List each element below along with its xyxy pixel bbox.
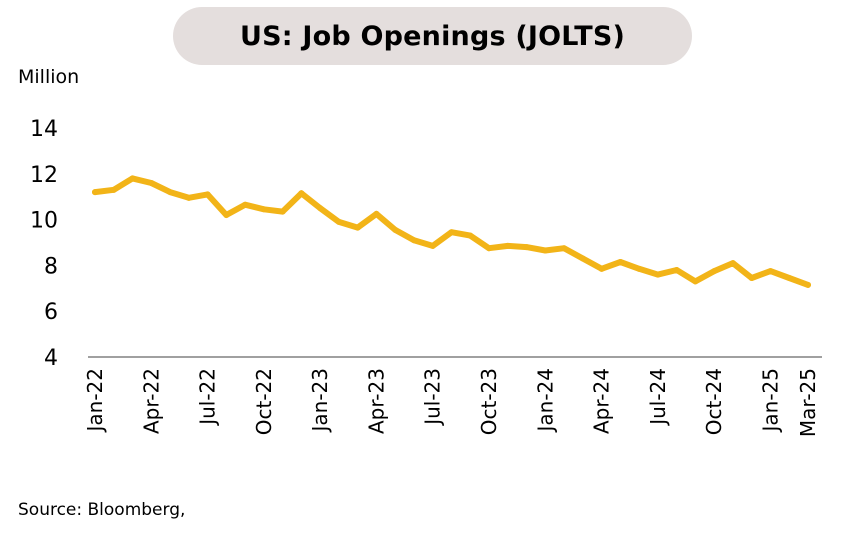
- data-point: [129, 175, 136, 182]
- x-tick-label: Jul-22: [196, 368, 220, 427]
- x-tick-label: Apr-22: [139, 368, 163, 434]
- x-tick-label: Jan-24: [533, 368, 557, 434]
- y-tick-label: 14: [30, 117, 58, 142]
- data-point: [598, 265, 605, 272]
- data-point: [767, 268, 774, 275]
- data-point: [373, 210, 380, 217]
- x-tick-label: Jan-23: [308, 368, 332, 434]
- data-point: [204, 191, 211, 198]
- y-tick-label: 12: [30, 163, 58, 188]
- data-point: [617, 258, 624, 265]
- data-point: [692, 278, 699, 285]
- data-point: [448, 229, 455, 236]
- data-point: [335, 218, 342, 225]
- x-tick-label: Jul-24: [646, 368, 670, 427]
- source-note: Source: Bloomberg,: [18, 500, 186, 520]
- x-tick-label: Apr-23: [364, 368, 388, 434]
- data-point: [242, 201, 249, 208]
- data-point: [654, 271, 661, 278]
- data-point: [786, 274, 793, 281]
- y-tick-label: 8: [44, 254, 58, 279]
- data-point: [279, 208, 286, 215]
- data-point: [523, 244, 530, 251]
- x-tick-label: Apr-24: [590, 368, 614, 434]
- data-point: [748, 274, 755, 281]
- data-point: [148, 179, 155, 186]
- x-tick-label: Oct-22: [252, 368, 276, 435]
- data-point: [410, 237, 417, 244]
- data-point: [542, 247, 549, 254]
- data-point: [805, 281, 811, 288]
- data-point: [110, 186, 117, 193]
- data-point: [673, 266, 680, 273]
- data-point: [561, 245, 568, 252]
- chart-title-pill: US: Job Openings (JOLTS): [173, 7, 692, 65]
- y-tick-label: 10: [30, 209, 58, 234]
- x-tick-label: Jul-23: [421, 368, 445, 427]
- x-tick-label: Jan-25: [758, 368, 782, 434]
- data-point: [467, 232, 474, 239]
- data-point: [486, 245, 493, 252]
- x-tick-label: Jan-22: [83, 368, 107, 434]
- data-point: [636, 265, 643, 272]
- data-point: [260, 206, 267, 213]
- data-point: [429, 242, 436, 249]
- data-point: [504, 242, 511, 249]
- data-point: [392, 226, 399, 233]
- chart-title: US: Job Openings (JOLTS): [239, 20, 626, 52]
- x-axis-ticks: Jan-22 Apr-22 Jul-22 Oct-22 Jan-23 Apr-23 Jul-…: [83, 368, 820, 437]
- data-point: [354, 224, 361, 231]
- x-tick-label: Oct-24: [702, 368, 726, 435]
- y-tick-label: 6: [44, 300, 58, 325]
- data-point: [579, 255, 586, 262]
- data-point: [185, 194, 192, 201]
- data-point: [317, 205, 324, 212]
- x-tick-label: Oct-23: [477, 368, 501, 435]
- data-point: [223, 212, 230, 219]
- y-axis-ticks: 4 6 8 10 12 14: [30, 117, 58, 371]
- x-tick-label: Mar-25: [796, 368, 820, 437]
- data-point: [729, 260, 736, 267]
- y-axis-unit-label: Million: [18, 66, 80, 88]
- series-points: [92, 175, 811, 288]
- y-tick-label: 4: [44, 346, 58, 371]
- data-point: [711, 268, 718, 275]
- data-point: [167, 189, 174, 196]
- data-point: [298, 190, 305, 197]
- data-point: [92, 189, 98, 196]
